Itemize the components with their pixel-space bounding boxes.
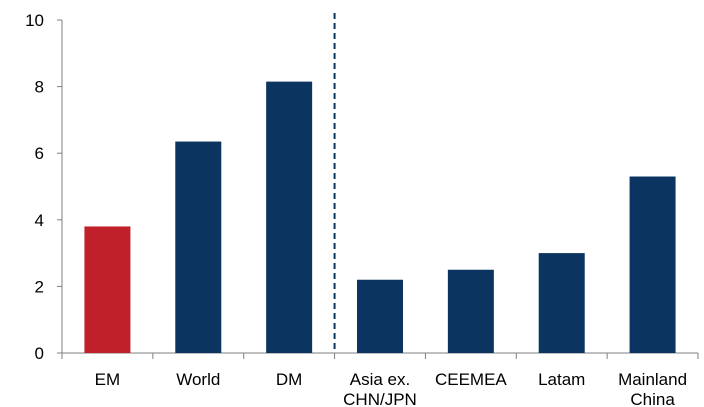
x-category-label-line: CHN/JPN [343,390,417,407]
bars [84,81,676,353]
x-category-label: CEEMEA [435,370,507,389]
y-tick-label: 6 [35,144,44,163]
y-tick-label: 2 [35,277,44,296]
x-category-label-line: Mainland [618,370,687,389]
bar [357,279,403,353]
y-tick-label: 0 [35,344,44,363]
x-category-label-line: CEEMEA [435,370,507,389]
x-category-label-line: World [176,370,220,389]
bar [84,226,131,353]
x-category-label-line: DM [276,370,302,389]
y-tick-label: 4 [35,211,44,230]
bar [538,253,585,353]
x-category-label: Mainland China [618,370,687,407]
bar [629,176,676,353]
y-axis: 0 2 4 6 8 10 [25,11,63,363]
x-category-label-line: Latam [538,370,585,389]
x-category-label-line: Asia ex. [350,370,410,389]
x-category-label-line: EM [95,370,121,389]
bar [447,269,494,353]
x-category-label-line: China [630,390,675,407]
x-category-label: Latam [538,370,585,389]
y-tick-label: 8 [35,78,44,97]
x-category-label: Asia ex. CHN/JPN [343,370,417,407]
x-category-label: DM [276,370,302,389]
bar [266,81,313,353]
y-tick-label: 10 [25,11,44,30]
x-category-label: EM [95,370,121,389]
category-labels: EM World DM Asia ex. CHN/JPN CEEMEA Latam Mainl… [95,370,687,407]
x-axis [61,352,699,359]
bar [175,141,222,353]
x-category-label: World [176,370,220,389]
